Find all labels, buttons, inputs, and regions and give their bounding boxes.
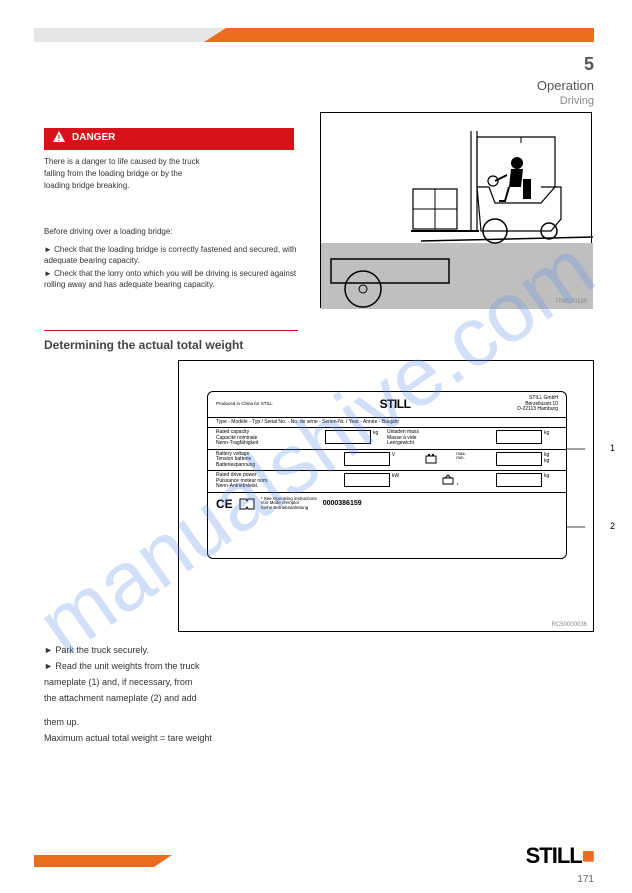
forklift-illustration: 7090.00189 xyxy=(320,112,592,308)
body-line-3: nameplate (1) and, if necessary, from xyxy=(44,676,304,690)
warning-line-4: Before driving over a loading bridge: xyxy=(44,226,302,237)
chapter-number: 5 xyxy=(584,54,594,75)
warning-icon: ! xyxy=(52,130,66,147)
footer-bar xyxy=(34,855,594,867)
warning-line-1: There is a danger to life caused by the … xyxy=(44,156,302,167)
danger-label: DANGER xyxy=(72,132,115,143)
warning-bullet-1: ► Check that the loading bridge is corre… xyxy=(44,244,302,266)
body-line-1: ► Park the truck securely. xyxy=(44,644,304,658)
body-line-6: Maximum actual total weight = tare weigh… xyxy=(44,732,304,746)
leader-1: 1 xyxy=(610,443,615,453)
body-line-5: them up. xyxy=(44,716,304,730)
still-logo: STILL■ xyxy=(526,843,594,869)
warning-line-3: loading bridge breaking. xyxy=(44,180,302,191)
footer-orange xyxy=(34,855,154,867)
top-bar-gray xyxy=(34,28,204,42)
warning-bullet-2: ► Check that the lorry onto which you wi… xyxy=(44,268,302,290)
top-bar-orange xyxy=(204,28,594,42)
chapter-title: Operation xyxy=(537,78,594,93)
warning-line-2: falling from the loading bridge or by th… xyxy=(44,168,302,179)
page: 5 Operation Driving ! DANGER There is a … xyxy=(0,0,632,893)
svg-text:!: ! xyxy=(58,134,61,143)
body-line-4: the attachment nameplate (2) and add xyxy=(44,692,304,706)
nameplate-illustration: Produced in China for STILL STILL STILL … xyxy=(178,360,594,632)
forklift-caption: 7090.00189 xyxy=(555,299,587,305)
top-bar xyxy=(34,28,594,42)
plate-caption: RC50000036 xyxy=(552,622,587,628)
leader-lines xyxy=(179,361,595,633)
chapter-subtitle: Driving xyxy=(560,95,594,107)
page-number: 171 xyxy=(577,874,594,885)
leader-2: 2 xyxy=(610,521,615,531)
body-line-2: ► Read the unit weights from the truck xyxy=(44,660,304,674)
section-rule xyxy=(44,330,298,331)
section-heading: Determining the actual total weight xyxy=(44,338,243,352)
